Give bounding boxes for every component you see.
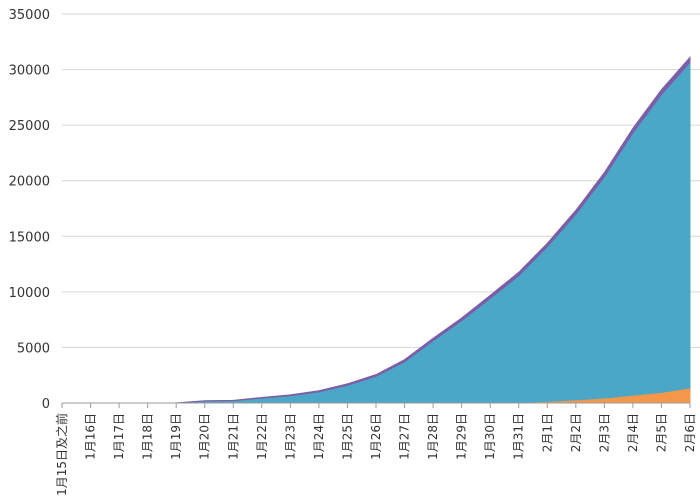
x-tick-label: 1月22日 — [255, 413, 269, 460]
area-series-2 — [62, 61, 691, 404]
y-tick-label: 15000 — [9, 230, 50, 245]
y-tick-label: 10000 — [9, 286, 50, 301]
x-tick-label: 1月28日 — [426, 413, 440, 460]
y-tick-label: 35000 — [9, 8, 50, 23]
x-tick-label: 1月21日 — [226, 413, 240, 460]
x-tick-label: 1月30日 — [483, 413, 497, 460]
x-tick-label: 2月6日 — [683, 413, 697, 452]
x-tick-label: 1月20日 — [198, 413, 212, 460]
x-tick-label: 1月24日 — [312, 413, 326, 460]
x-tick-label: 1月19日 — [169, 413, 183, 460]
x-tick-label: 1月31日 — [512, 413, 526, 460]
x-tick-label: 1月18日 — [141, 413, 155, 460]
x-tick-label: 2月4日 — [626, 413, 640, 452]
area-series-3 — [62, 56, 691, 404]
label-layer: 0 5000 10000 15000 20000 25000 30000 35000 1月15日… — [9, 8, 697, 496]
x-tick-label: 2月1日 — [540, 413, 554, 452]
y-tick-label: 30000 — [9, 64, 50, 79]
x-tick-label: 1月17日 — [112, 413, 126, 460]
x-tick-label: 1月15日及之前 — [54, 413, 69, 496]
y-tick-label: 25000 — [9, 119, 50, 134]
axis-layer — [61, 402, 691, 408]
x-tick-label: 2月5日 — [654, 413, 668, 452]
y-tick-label: 5000 — [17, 341, 50, 356]
x-tick-label: 1月16日 — [84, 413, 98, 460]
grid-layer — [62, 13, 700, 348]
x-tick-label: 1月29日 — [455, 413, 469, 460]
x-tick-label: 2月2日 — [569, 413, 583, 452]
x-tick-label: 1月25日 — [340, 413, 354, 460]
x-tick-label: 1月23日 — [283, 413, 297, 460]
x-tick-label: 1月26日 — [369, 413, 383, 460]
y-tick-label: 20000 — [9, 175, 50, 190]
y-tick-label: 0 — [42, 397, 50, 412]
x-tick-label: 1月27日 — [398, 413, 412, 460]
area-layer — [62, 56, 691, 404]
x-tick-label: 2月3日 — [597, 413, 611, 452]
